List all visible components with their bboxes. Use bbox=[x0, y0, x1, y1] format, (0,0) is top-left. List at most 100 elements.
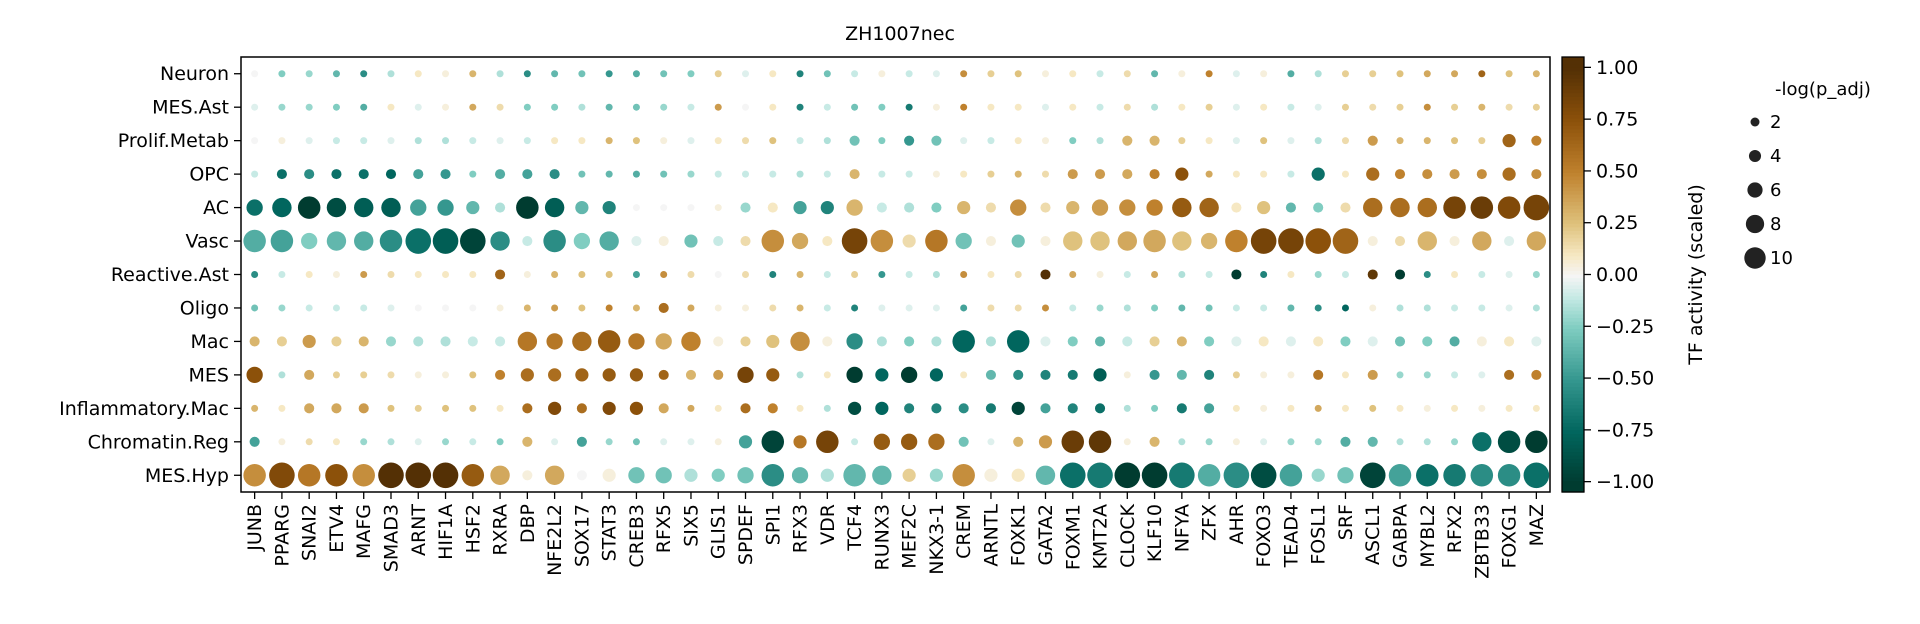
dot-point bbox=[1204, 369, 1215, 380]
dot-point bbox=[932, 103, 940, 111]
dot-point bbox=[851, 271, 859, 278]
dot-point bbox=[358, 169, 369, 180]
x-tick-label: ARNT bbox=[408, 504, 430, 556]
dot-point bbox=[1041, 103, 1049, 111]
colorbar-segment bbox=[1562, 147, 1584, 152]
dot-point bbox=[602, 401, 616, 415]
dot-point bbox=[413, 336, 424, 347]
dot-point bbox=[1232, 170, 1240, 178]
dot-point bbox=[985, 403, 996, 414]
dot-point bbox=[952, 464, 975, 487]
dot-point bbox=[1531, 369, 1542, 380]
size-legend-dot bbox=[1747, 182, 1763, 198]
dot-point bbox=[1366, 167, 1380, 181]
dot-point bbox=[1359, 462, 1386, 489]
dot-point bbox=[549, 169, 560, 180]
colorbar-segment bbox=[1562, 75, 1584, 80]
dot-point bbox=[414, 371, 422, 379]
dot-point bbox=[1067, 369, 1078, 380]
dot-point bbox=[1258, 336, 1269, 347]
dot-point bbox=[1423, 371, 1431, 379]
dot-point bbox=[405, 228, 432, 254]
dot-point bbox=[1088, 430, 1112, 454]
dot-point bbox=[1423, 271, 1431, 278]
dot-point bbox=[767, 202, 778, 213]
dot-point bbox=[1011, 468, 1025, 482]
dot-point bbox=[1176, 403, 1187, 414]
dot-point bbox=[414, 70, 422, 78]
dot-point bbox=[1199, 197, 1219, 218]
x-tick-label: STAT3 bbox=[599, 504, 621, 561]
dot-point bbox=[551, 271, 559, 278]
dot-point bbox=[1204, 403, 1215, 414]
dot-point bbox=[1123, 404, 1131, 412]
dot-point bbox=[495, 169, 506, 180]
colorbar-segment bbox=[1562, 78, 1584, 83]
dot-point bbox=[1260, 404, 1268, 412]
dot-point bbox=[658, 302, 669, 314]
dot-point bbox=[1449, 336, 1460, 347]
dot-point bbox=[1504, 369, 1515, 380]
dot-point bbox=[1119, 199, 1136, 216]
colorbar-segment bbox=[1562, 270, 1584, 276]
dot-point bbox=[1396, 137, 1404, 145]
dot-point bbox=[631, 235, 642, 247]
x-tick-label: ZFX bbox=[1199, 504, 1221, 541]
dot-point bbox=[769, 271, 777, 278]
dot-point bbox=[904, 202, 915, 213]
x-tick-label: DBP bbox=[517, 504, 539, 543]
dot-point bbox=[1260, 438, 1268, 446]
dot-point bbox=[1149, 369, 1160, 380]
dot-point bbox=[929, 468, 944, 482]
dot-point bbox=[605, 103, 613, 111]
dot-point bbox=[1014, 103, 1022, 111]
colorbar-segment bbox=[1562, 444, 1584, 450]
dot-point bbox=[387, 137, 395, 145]
dot-point bbox=[1532, 103, 1540, 111]
dot-point bbox=[605, 271, 613, 278]
dot-point bbox=[925, 229, 948, 253]
colorbar-segment bbox=[1562, 133, 1584, 138]
dot-point bbox=[490, 231, 510, 251]
dot-point bbox=[823, 103, 831, 111]
dot-point bbox=[251, 404, 259, 412]
dot-point bbox=[1396, 404, 1404, 412]
dot-point bbox=[467, 336, 478, 347]
x-tick-label: FOXM1 bbox=[1062, 504, 1084, 570]
dot-point bbox=[769, 170, 777, 178]
colorbar-segment bbox=[1562, 267, 1584, 272]
dot-point bbox=[687, 70, 695, 78]
colorbar-segment bbox=[1562, 93, 1584, 98]
dot-point bbox=[1151, 103, 1159, 111]
dot-point bbox=[1172, 197, 1192, 218]
colorbar-segment bbox=[1562, 372, 1584, 377]
dot-point bbox=[1260, 137, 1268, 145]
dot-point bbox=[466, 200, 480, 215]
size-legend-label: 8 bbox=[1770, 214, 1781, 235]
dot-point bbox=[875, 401, 889, 415]
dot-point bbox=[414, 271, 422, 278]
x-tick-label: RFX5 bbox=[653, 504, 675, 553]
dot-point bbox=[522, 235, 533, 247]
dot-point bbox=[1314, 404, 1322, 412]
dot-point bbox=[761, 229, 785, 253]
colorbar-segment bbox=[1562, 328, 1584, 334]
dot-point bbox=[1390, 197, 1410, 218]
dot-point bbox=[878, 137, 886, 145]
dot-point bbox=[551, 103, 559, 111]
colorbar-segment bbox=[1562, 89, 1584, 94]
dot-point bbox=[1176, 369, 1187, 380]
colorbar-segment bbox=[1562, 180, 1584, 185]
dot-point bbox=[251, 103, 259, 111]
dot-point bbox=[305, 70, 313, 78]
dot-point bbox=[987, 103, 995, 111]
colorbar-segment bbox=[1562, 71, 1584, 76]
dot-point bbox=[469, 70, 477, 78]
dot-point bbox=[796, 70, 804, 78]
x-tick-label: SNAI2 bbox=[299, 504, 321, 561]
dot-point bbox=[1287, 170, 1295, 178]
colorbar-segment bbox=[1562, 86, 1584, 91]
colorbar-tick-label: 1.00 bbox=[1596, 57, 1638, 79]
dot-point bbox=[1287, 271, 1295, 278]
